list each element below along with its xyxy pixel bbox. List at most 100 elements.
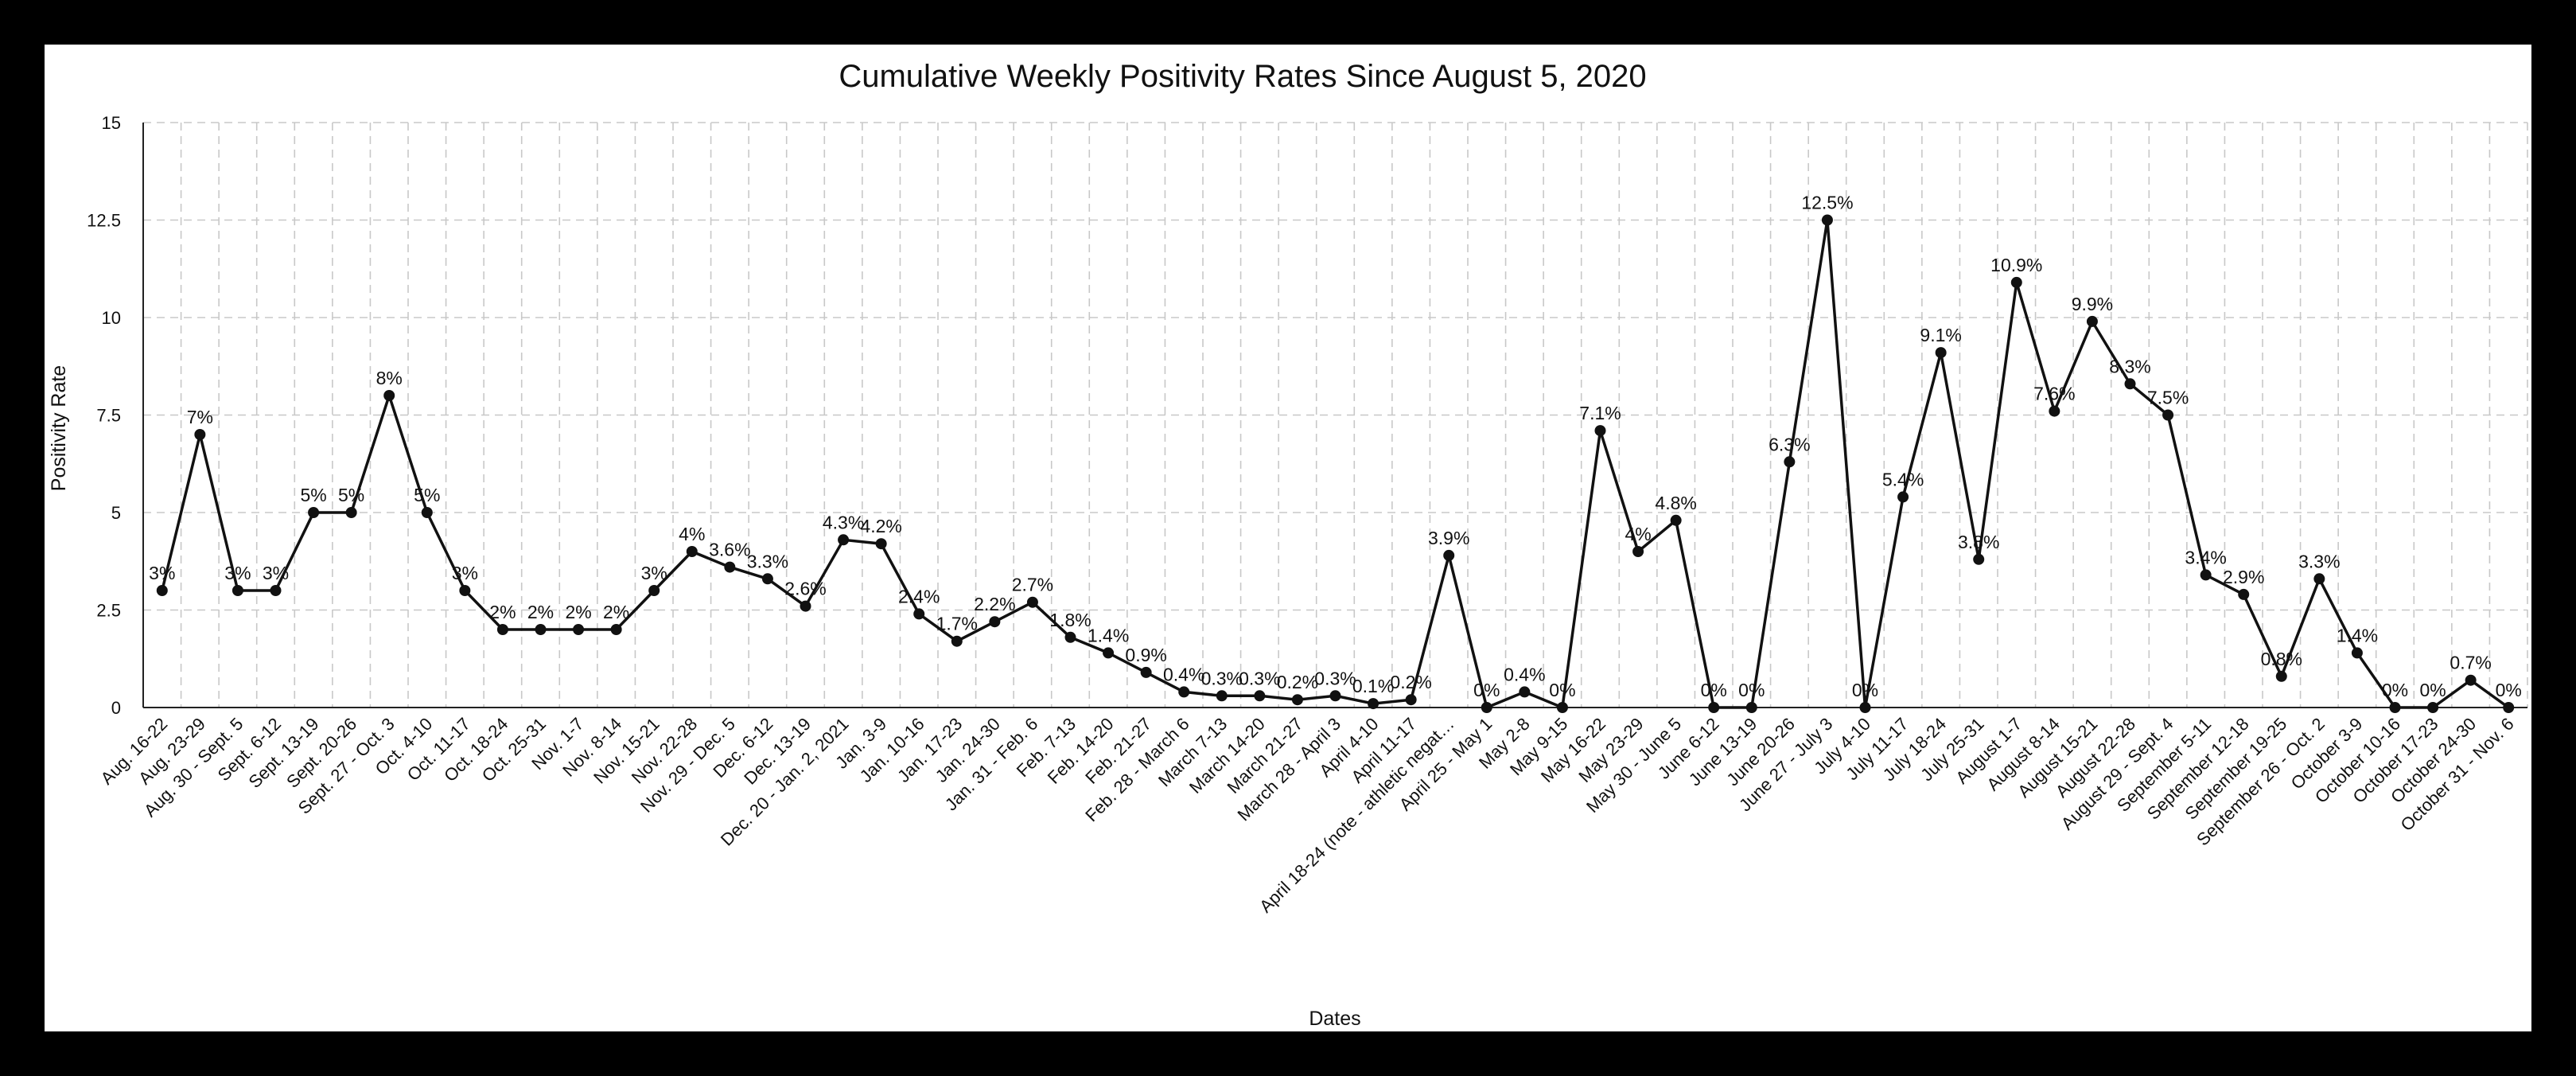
data-label: 0% [2496, 680, 2522, 700]
data-point [232, 585, 243, 596]
data-label: 3.4% [2185, 547, 2226, 567]
data-label: 0.8% [2261, 649, 2302, 669]
data-point [1178, 686, 1190, 698]
data-point [1368, 698, 1379, 710]
data-label: 5% [300, 485, 326, 505]
data-point [2427, 702, 2439, 713]
data-point [2200, 569, 2212, 581]
data-label: 2% [527, 602, 554, 622]
data-label: 0.3% [1239, 668, 1280, 688]
data-point [345, 507, 357, 518]
series-line [161, 220, 2510, 710]
data-label: 0.7% [2450, 653, 2491, 673]
line-chart: Cumulative Weekly Positivity Rates Since… [48, 59, 2528, 1030]
data-point [1405, 694, 1417, 706]
data-point [800, 600, 811, 612]
data-label: 2% [489, 602, 516, 622]
data-label: 3.8% [1958, 532, 1999, 552]
data-label: 3% [452, 563, 478, 583]
data-label: 10.9% [1990, 255, 2042, 275]
data-point [383, 390, 395, 401]
data-label: 3% [149, 563, 175, 583]
data-point [2010, 276, 2022, 288]
data-point [1103, 647, 1115, 659]
y-tick-label: 7.5 [96, 406, 121, 426]
y-tick-label: 0 [111, 698, 121, 718]
data-point [156, 585, 168, 596]
data-point [610, 624, 622, 635]
series-positivity-rate [156, 214, 2515, 713]
data-label: 1.4% [1088, 625, 1129, 645]
data-label: 7.1% [1579, 403, 1621, 423]
data-label: 3.3% [747, 551, 788, 571]
data-point [194, 429, 206, 440]
y-tick-label: 2.5 [96, 601, 121, 621]
data-label: 8.3% [2109, 356, 2150, 376]
data-point [2389, 702, 2401, 713]
data-point [1594, 425, 1606, 437]
data-label: 0.2% [1277, 672, 1318, 692]
data-point [875, 538, 887, 550]
data-label: 5% [414, 485, 440, 505]
data-point [989, 616, 1001, 628]
data-label: 0.9% [1125, 645, 1166, 665]
data-point [535, 624, 547, 635]
data-point [1859, 702, 1871, 713]
data-label: 0% [1473, 680, 1500, 700]
data-point [496, 624, 508, 635]
data-point [724, 561, 736, 573]
data-label: 2.4% [898, 586, 940, 606]
data-label: 4.2% [860, 516, 901, 536]
data-point [2086, 315, 2098, 327]
data-point [1935, 347, 1947, 359]
y-tick-label: 12.5 [87, 211, 121, 231]
data-label: 3.3% [2298, 551, 2340, 571]
data-label: 0.3% [1314, 668, 1356, 688]
data-point [421, 507, 433, 518]
chart-frame: Cumulative Weekly Positivity Rates Since… [45, 45, 2531, 1031]
data-point [1216, 690, 1228, 702]
chart-title: Cumulative Weekly Positivity Rates Since… [839, 59, 1646, 94]
data-label: 1.8% [1049, 610, 1091, 630]
data-label: 1.4% [2337, 625, 2378, 645]
data-label: 0.2% [1390, 672, 1431, 692]
data-point [2162, 409, 2174, 421]
data-point [648, 585, 660, 596]
data-point [1897, 491, 1909, 503]
data-label: 0.3% [1201, 668, 1243, 688]
data-label: 0% [1852, 680, 1878, 700]
data-point [270, 585, 282, 596]
data-label: 8% [376, 368, 403, 388]
data-label: 4.3% [823, 512, 864, 532]
data-point [1821, 214, 1833, 226]
y-tick-labels: 0 2.5 5 7.5 10 12.5 15 [87, 113, 121, 718]
data-point [686, 546, 698, 557]
data-point [1632, 546, 1644, 557]
data-label: 0.1% [1352, 676, 1394, 696]
data-label: 0.4% [1163, 664, 1204, 684]
data-label: 2.7% [1012, 575, 1053, 595]
data-point [2275, 670, 2287, 682]
y-tick-label: 15 [102, 113, 121, 133]
data-label: 2% [565, 602, 591, 622]
data-label: 7.6% [2033, 384, 2075, 404]
data-point [1329, 690, 1341, 702]
data-label: 5% [338, 485, 364, 505]
data-point [1556, 702, 1568, 713]
data-label: 0% [2382, 680, 2408, 700]
data-point [1708, 702, 1720, 713]
data-point [2503, 702, 2515, 713]
data-point [2049, 405, 2060, 417]
data-label: 2.2% [974, 594, 1015, 614]
data-point [2124, 378, 2136, 390]
y-axis-label: Positivity Rate [48, 365, 70, 491]
y-tick-label: 10 [102, 308, 121, 328]
data-point [1519, 686, 1531, 698]
data-point [1973, 553, 1985, 565]
data-label: 3.9% [1428, 528, 1469, 548]
data-point [1064, 631, 1076, 643]
data-label: 9.9% [2072, 294, 2113, 314]
x-axis-label: Dates [1309, 1008, 1360, 1030]
data-point [1670, 514, 1682, 526]
data-point [1784, 456, 1796, 468]
